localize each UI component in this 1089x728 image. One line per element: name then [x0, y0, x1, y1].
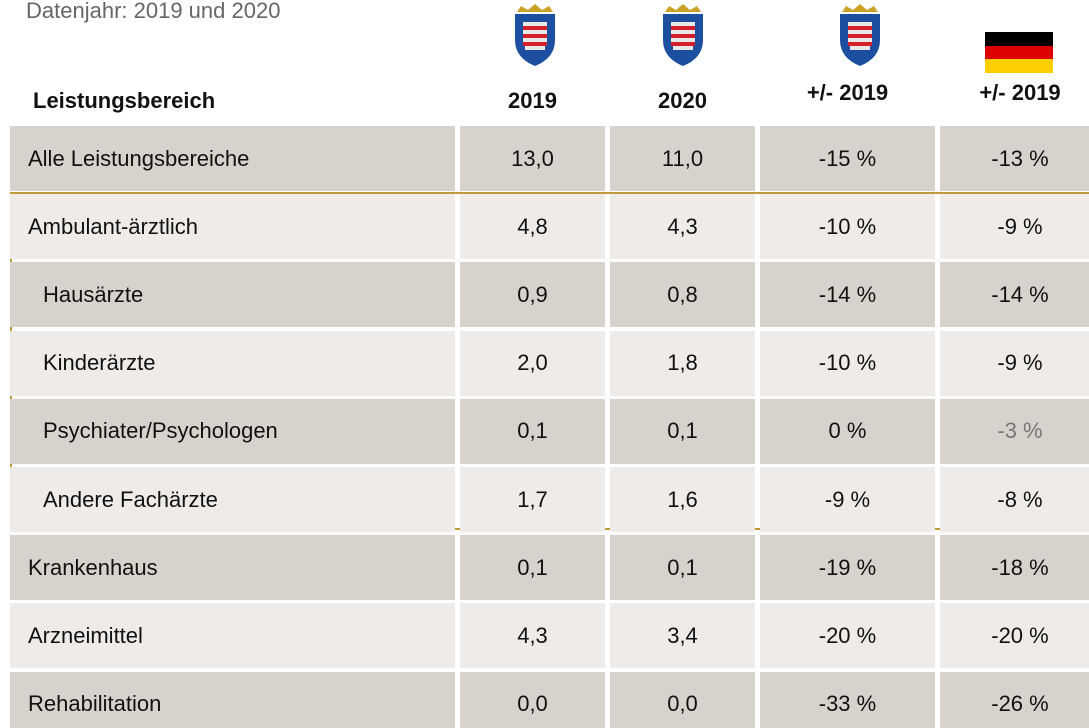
table-cell: -18 % — [940, 535, 1089, 601]
table-cell: -9 % — [760, 467, 935, 532]
row-label: Kinderärzte — [10, 330, 455, 396]
row-label: Rehabilitation — [10, 671, 455, 728]
table-cell: -9 % — [940, 194, 1089, 260]
table-cell: -14 % — [940, 262, 1089, 328]
table-cell: 1,8 — [610, 330, 755, 396]
table-cell: -10 % — [760, 194, 935, 260]
table-cell: 0,1 — [460, 398, 605, 464]
row-label: Arzneimittel — [10, 603, 455, 669]
table-cell: 4,3 — [610, 194, 755, 260]
table-cell: -33 % — [760, 671, 935, 728]
table-cell: -26 % — [940, 671, 1089, 728]
table-cell: -19 % — [760, 535, 935, 601]
table-cell: 2,0 — [460, 330, 605, 396]
table-cell: 13,0 — [460, 126, 605, 191]
column-header: 2019 — [508, 88, 557, 113]
table-cell: -20 % — [760, 603, 935, 669]
table-cell: 4,3 — [460, 603, 605, 669]
column-header: +/- 2019 — [806, 80, 889, 105]
table-cell: 1,6 — [610, 467, 755, 532]
column-header: 2020 — [658, 88, 707, 113]
table-cell: -8 % — [940, 467, 1089, 532]
row-label: Alle Leistungsbereiche — [10, 126, 455, 191]
table-cell: -3 % — [940, 398, 1089, 464]
column-header: +/- 2019 — [979, 80, 1061, 105]
table-cell: -20 % — [940, 603, 1089, 669]
table-cell: 0,1 — [610, 398, 755, 464]
row-label: Hausärzte — [10, 262, 455, 328]
coat-of-arms — [663, 4, 703, 66]
subtitle: Datenjahr: 2019 und 2020 — [26, 0, 281, 23]
table-cell: 4,8 — [460, 194, 605, 260]
column-header: Leistungsbereich — [33, 88, 216, 113]
table-cell: -10 % — [760, 330, 935, 396]
row-label: Psychiater/Psychologen — [10, 398, 455, 464]
row-label: Krankenhaus — [10, 535, 455, 601]
table-cell: 0,1 — [610, 535, 755, 601]
table-cell: 0,1 — [460, 535, 605, 601]
coat-of-arms — [840, 4, 880, 66]
table-cell: 3,4 — [610, 603, 755, 669]
table-cell: -14 % — [760, 262, 935, 328]
table-cell: -15 % — [760, 126, 935, 191]
header-icons — [515, 4, 1053, 73]
coat-of-arms — [515, 4, 555, 66]
table-cell: -9 % — [940, 330, 1089, 396]
table-cell: 0,9 — [460, 262, 605, 328]
table-cell: 0,0 — [610, 671, 755, 728]
table-cell: 1,7 — [460, 467, 605, 532]
table-cell: 0,8 — [610, 262, 755, 328]
row-label: Ambulant-ärztlich — [10, 194, 455, 260]
table-cell: -13 % — [940, 126, 1089, 191]
german-flag — [985, 32, 1053, 73]
table-cell: 0 % — [760, 398, 935, 464]
table-cell: 0,0 — [460, 671, 605, 728]
row-label: Andere Fachärzte — [10, 467, 455, 532]
table-cell: 11,0 — [610, 126, 755, 191]
